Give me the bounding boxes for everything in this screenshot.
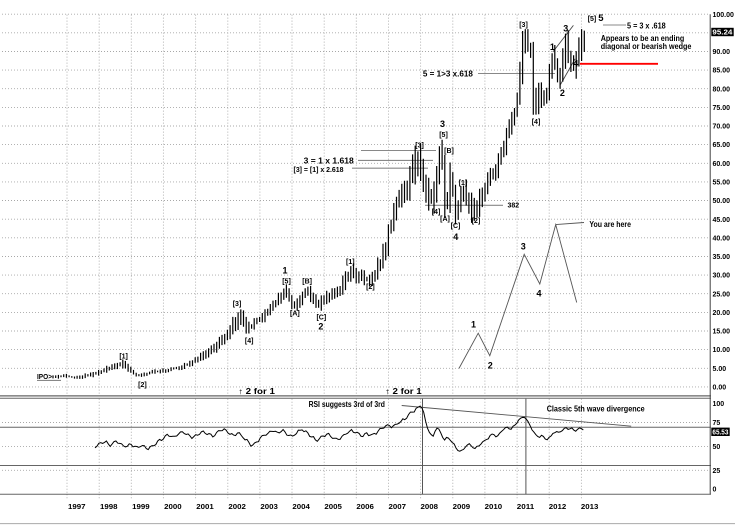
svg-text:[5]: [5] [282,279,291,286]
svg-text:2002: 2002 [228,504,246,511]
svg-text:2004: 2004 [292,504,310,511]
svg-text:IPO>: IPO> [37,372,53,381]
svg-text:4: 4 [453,232,458,242]
svg-text:[C]: [C] [451,223,461,230]
svg-text:75.00: 75.00 [713,105,731,112]
svg-text:↑ 2 for 1: ↑ 2 for 1 [385,387,422,396]
svg-text:[3]: [3] [233,301,242,308]
svg-text:70.00: 70.00 [713,124,731,131]
svg-text:35.00: 35.00 [713,254,731,261]
svg-text:3: 3 [440,119,445,129]
svg-text:15.00: 15.00 [713,329,731,336]
svg-text:[3]: [3] [415,142,424,149]
svg-text:4: 4 [573,58,578,68]
svg-text:↑ 2 for 1: ↑ 2 for 1 [238,387,275,396]
svg-text:Classic 5th wave divergence: Classic 5th wave divergence [547,405,645,414]
svg-text:1: 1 [282,266,287,276]
svg-text:0: 0 [713,487,717,494]
svg-text:[1]: [1] [119,354,128,361]
svg-text:5 = 1>3 x.618: 5 = 1>3 x.618 [423,70,474,79]
svg-text:[B]: [B] [302,279,312,286]
svg-text:60.00: 60.00 [713,161,731,168]
svg-text:1997: 1997 [68,504,86,511]
svg-text:2001: 2001 [196,504,214,511]
svg-text:80.00: 80.00 [713,86,731,93]
svg-text:1: 1 [471,320,476,330]
svg-text:RSI suggests 3rd of 3rd: RSI suggests 3rd of 3rd [309,400,385,409]
svg-text:[4]: [4] [532,119,541,126]
svg-text:30.00: 30.00 [713,273,731,280]
svg-text:100: 100 [713,401,725,408]
svg-text:2010: 2010 [485,504,503,511]
svg-text:[C]: [C] [316,314,326,321]
svg-text:4: 4 [536,289,541,299]
svg-text:65.00: 65.00 [713,142,731,149]
svg-text:2003: 2003 [260,504,278,511]
svg-text:[2]: [2] [138,382,147,389]
svg-text:[A]: [A] [440,216,450,223]
svg-text:2011: 2011 [517,504,535,511]
svg-text:[A]: [A] [290,311,300,318]
svg-text:3: 3 [521,242,526,252]
svg-text:[1]: [1] [346,259,355,266]
svg-text:3: 3 [563,23,568,33]
svg-text:5 = 3 x .618: 5 = 3 x .618 [627,21,666,30]
svg-text:50: 50 [713,444,721,451]
svg-text:2: 2 [318,322,323,332]
svg-text:[1]: [1] [459,180,468,187]
svg-text:40.00: 40.00 [713,235,731,242]
svg-text:[4]: [4] [245,338,254,345]
svg-text:Appears to be an ending: Appears to be an ending [601,34,685,43]
svg-text:2012: 2012 [549,504,567,511]
svg-text:50.00: 50.00 [713,198,731,205]
svg-text:2007: 2007 [389,504,407,511]
svg-text:2008: 2008 [421,504,439,511]
svg-text:0.00: 0.00 [713,385,727,392]
svg-text:[5]: [5] [588,16,597,23]
svg-text:45.00: 45.00 [713,217,731,224]
svg-text:2013: 2013 [581,504,599,511]
svg-text:2000: 2000 [164,504,182,511]
svg-text:85.00: 85.00 [713,68,731,75]
svg-text:25.00: 25.00 [713,291,731,298]
svg-text:55.00: 55.00 [713,180,731,187]
svg-text:65.53: 65.53 [712,430,728,437]
svg-text:1: 1 [550,42,555,52]
svg-text:1999: 1999 [132,504,150,511]
svg-text:10.00: 10.00 [713,347,731,354]
svg-text:[4]: [4] [432,209,441,216]
svg-text:[5]: [5] [439,132,448,139]
svg-text:You are here: You are here [589,220,631,229]
svg-text:2005: 2005 [324,504,342,511]
svg-text:100.00: 100.00 [713,12,735,19]
svg-text:382: 382 [508,203,520,210]
svg-text:2009: 2009 [453,504,471,511]
svg-text:20.00: 20.00 [713,310,731,317]
svg-text:75: 75 [713,420,721,427]
svg-text:5.00: 5.00 [713,366,727,373]
svg-text:[2]: [2] [366,284,375,291]
svg-text:[3]: [3] [519,22,528,29]
svg-text:[B]: [B] [444,148,454,155]
svg-text:1998: 1998 [100,504,118,511]
svg-text:90.00: 90.00 [713,49,731,56]
svg-text:[2]: [2] [472,218,481,225]
svg-text:25: 25 [713,468,721,475]
svg-text:diagonal or bearish wedge: diagonal or bearish wedge [601,42,692,51]
svg-text:2: 2 [560,88,565,98]
svg-text:95.24: 95.24 [712,30,732,37]
svg-text:5: 5 [598,13,604,24]
svg-text:3 = 1 x 1.618: 3 = 1 x 1.618 [304,157,355,166]
svg-text:2: 2 [488,361,493,371]
svg-text:2006: 2006 [356,504,374,511]
svg-text:[3] = [1] x 2.618: [3] = [1] x 2.618 [294,167,344,174]
